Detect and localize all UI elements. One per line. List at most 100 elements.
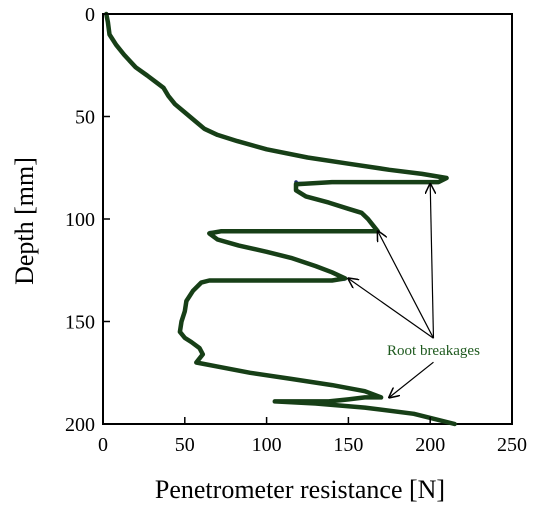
y-tick-label: 50 — [75, 107, 95, 129]
data-point — [232, 279, 236, 282]
data-point — [216, 238, 219, 241]
x-tick-label: 0 — [98, 434, 108, 456]
data-point — [298, 400, 301, 403]
data-point — [193, 119, 196, 122]
annotation-label: Root breakages — [387, 343, 480, 359]
data-point — [216, 133, 219, 137]
axes: 0 50 100 150 200 250 0 50 100 150 200 — [65, 4, 527, 456]
data-point — [191, 289, 195, 292]
y-tick-label: 0 — [85, 4, 95, 26]
data-point — [265, 250, 268, 253]
x-tick-label: 50 — [175, 434, 195, 456]
y-tick-label: 200 — [65, 414, 95, 436]
data-point — [134, 66, 137, 69]
data-point — [114, 43, 118, 46]
data-point — [314, 264, 317, 268]
data-point — [201, 353, 204, 356]
data-point — [235, 139, 239, 143]
data-point — [183, 336, 186, 340]
breakage-lines — [209, 180, 439, 403]
data-point — [347, 398, 350, 401]
data-point — [154, 80, 157, 83]
data-point — [453, 422, 456, 426]
data-point — [371, 223, 375, 227]
data-point — [190, 340, 193, 344]
y-axis-title: Depth [mm] — [10, 157, 39, 285]
data-point — [420, 172, 424, 176]
data-point — [304, 195, 308, 198]
y-tick-label: 100 — [65, 209, 95, 231]
data-point — [379, 180, 383, 184]
data-point — [178, 330, 182, 333]
data-point — [289, 256, 293, 260]
data-point — [265, 148, 268, 151]
data-point — [363, 406, 366, 409]
data-point — [183, 310, 186, 313]
data-point — [327, 400, 330, 403]
data-point — [314, 402, 317, 405]
data-point — [294, 189, 298, 192]
annotation-arrow — [430, 184, 433, 339]
data-point — [343, 277, 347, 280]
data-point — [199, 281, 203, 284]
data-point — [363, 390, 366, 393]
data-point — [208, 279, 211, 282]
data-point — [208, 232, 211, 235]
data-point — [306, 156, 309, 159]
data-point — [237, 244, 240, 247]
data-point — [249, 371, 252, 374]
data-point — [314, 230, 317, 233]
x-axis-title: Penetrometer resistance [N] — [155, 475, 445, 504]
data-point — [123, 53, 126, 57]
data-point — [360, 230, 363, 233]
data-point — [360, 211, 363, 215]
data-point — [180, 320, 183, 323]
data-point — [366, 217, 370, 221]
data-point — [185, 299, 188, 303]
data-point — [330, 180, 334, 184]
annotation-arrow — [389, 361, 434, 397]
data-point — [145, 74, 149, 77]
plot-area — [102, 13, 513, 425]
data-point — [388, 168, 391, 171]
annotation-arrow — [348, 278, 434, 339]
data-point — [330, 279, 334, 282]
data-point — [379, 396, 383, 399]
data-point — [203, 127, 206, 130]
data-point — [108, 33, 111, 36]
data-point — [265, 230, 268, 233]
data-point — [162, 86, 165, 90]
data-point — [265, 279, 268, 282]
x-tick-label: 150 — [333, 434, 363, 456]
data-point — [289, 377, 293, 381]
data-point — [195, 361, 198, 364]
data-point — [330, 271, 334, 274]
data-point — [327, 201, 330, 204]
data-point — [173, 103, 177, 106]
annotation-group: Root breakages — [348, 184, 480, 397]
x-tick-label: 250 — [497, 434, 527, 456]
data-point — [219, 230, 222, 233]
data-point — [198, 346, 201, 350]
data-point — [216, 365, 219, 368]
data-point — [330, 383, 334, 387]
data-point — [363, 396, 366, 399]
data-point — [106, 21, 110, 24]
data-point — [294, 182, 298, 186]
data-point — [347, 207, 350, 210]
x-tick-label: 100 — [252, 434, 282, 456]
data-point — [437, 180, 440, 184]
data-point — [167, 94, 170, 98]
data-point — [298, 279, 301, 282]
x-tick-label: 200 — [415, 434, 445, 456]
data-point — [445, 176, 448, 180]
data-point — [347, 162, 350, 165]
annotation-arrow — [378, 231, 435, 339]
y-tick-label: 150 — [65, 312, 95, 334]
resistance-profile — [104, 11, 457, 427]
series-line — [104, 11, 457, 427]
plot-frame — [102, 13, 513, 425]
data-point — [183, 111, 186, 114]
data-point — [273, 400, 276, 403]
